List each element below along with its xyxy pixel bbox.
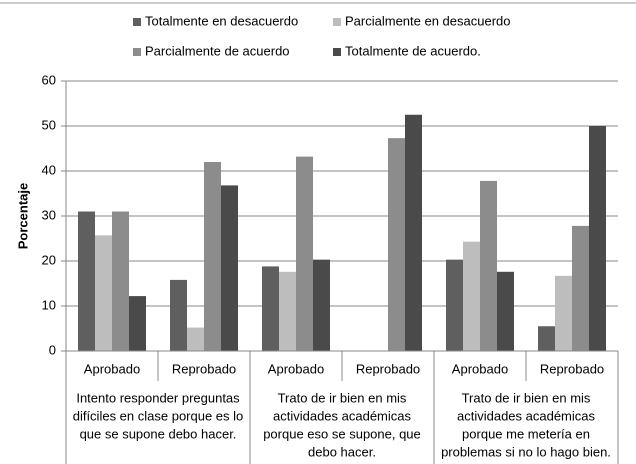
group-label: porque eso se supone, que	[263, 426, 421, 441]
y-tick-label: 50	[42, 117, 56, 132]
y-tick-label: 20	[42, 252, 56, 267]
legend-swatch	[333, 48, 341, 56]
bar	[313, 259, 330, 351]
bar	[589, 126, 606, 351]
group-label: Trato de ir bien en mis	[278, 390, 407, 405]
bar	[572, 225, 589, 351]
bar	[538, 326, 555, 351]
legend-label: Parcialmente en desacuerdo	[345, 13, 511, 28]
legend-label: Totalmente de acuerdo.	[345, 43, 481, 58]
x-tick-label: Reprobado	[540, 361, 604, 376]
bar	[480, 180, 497, 351]
bar	[296, 156, 313, 351]
bar	[112, 211, 129, 351]
bar	[95, 235, 112, 351]
x-tick-label: Aprobado	[452, 361, 508, 376]
bar	[78, 211, 95, 351]
group-label: problemas si no lo hago bien.	[441, 444, 611, 459]
bar	[279, 271, 296, 351]
legend-label: Parcialmente de acuerdo	[145, 43, 290, 58]
bar	[204, 162, 221, 351]
x-tick-label: Reprobado	[172, 361, 236, 376]
group-label: Intento responder preguntas	[76, 390, 240, 405]
bar	[129, 296, 146, 351]
group-label: actividades académicas	[273, 408, 412, 423]
bar	[463, 241, 480, 351]
bar	[388, 138, 405, 351]
bar	[446, 259, 463, 351]
bar	[555, 275, 572, 351]
legend-swatch	[333, 18, 341, 26]
bar	[497, 271, 514, 351]
group-label: actividades académicas	[457, 408, 596, 423]
x-tick-label: Reprobado	[356, 361, 420, 376]
x-tick-label: Aprobado	[268, 361, 324, 376]
bar	[405, 114, 422, 351]
bar	[187, 327, 204, 351]
y-tick-label: 40	[42, 162, 56, 177]
legend-swatch	[133, 48, 141, 56]
group-label: porque me metería en	[462, 426, 590, 441]
group-label: Trato de ir bien en mis	[462, 390, 591, 405]
bar	[221, 185, 238, 351]
y-tick-label: 60	[42, 72, 56, 87]
y-tick-label: 0	[49, 342, 56, 357]
legend-swatch	[133, 18, 141, 26]
y-tick-label: 30	[42, 207, 56, 222]
legend-label: Totalmente en desacuerdo	[145, 13, 298, 28]
group-label: difíciles en clase porque es lo	[73, 408, 244, 423]
group-label: debo hacer.	[308, 444, 376, 459]
y-axis-label: Porcentaje	[15, 183, 30, 249]
bar	[262, 266, 279, 351]
bar	[170, 279, 187, 351]
x-tick-label: Aprobado	[84, 361, 140, 376]
y-tick-label: 10	[42, 297, 56, 312]
group-label: que se supone debo hacer.	[80, 426, 237, 441]
